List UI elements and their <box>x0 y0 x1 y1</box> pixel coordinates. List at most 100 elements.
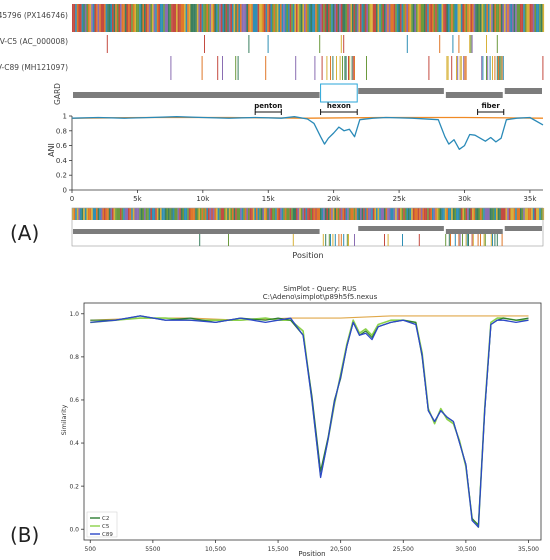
overview-bar <box>150 208 153 220</box>
sequence-bar <box>452 4 455 32</box>
overview-bar <box>358 208 361 220</box>
overview-bar <box>174 208 177 220</box>
overview-bar <box>185 208 188 220</box>
sequence-bar <box>156 4 159 32</box>
x-tick-label: 15k <box>262 195 276 203</box>
sequence-bar <box>392 4 394 32</box>
sequence-bar <box>193 4 196 32</box>
overview-bar <box>241 208 244 220</box>
overview-bar <box>412 208 415 220</box>
overview-tick <box>477 234 479 246</box>
overview-tick <box>466 234 468 246</box>
sequence-bar <box>240 4 242 32</box>
overview-bar <box>521 208 524 220</box>
sequence-bar <box>144 4 146 32</box>
sequence-bar <box>219 4 221 32</box>
overview-bar <box>380 208 383 220</box>
variant-tick <box>487 56 489 80</box>
overview-bar <box>289 208 292 220</box>
sequence-bar <box>524 4 527 32</box>
overview-bar <box>441 208 444 220</box>
overview-bar <box>457 208 460 220</box>
overview-tick <box>343 234 345 246</box>
overview-bar <box>337 208 340 220</box>
variant-tick <box>222 56 223 80</box>
overview-gard-segment <box>445 229 503 234</box>
overview-bar <box>318 208 321 220</box>
sequence-bar <box>260 4 263 32</box>
overview-tick <box>458 234 460 246</box>
overview-bar <box>113 208 116 220</box>
overview-tick <box>494 234 496 246</box>
overview-bar <box>168 208 170 220</box>
sequence-bar <box>454 4 457 32</box>
sequence-bar <box>267 4 269 32</box>
sequence-bar <box>321 4 324 32</box>
sequence-bar <box>489 4 492 32</box>
simplot-title: SimPlot - Query: RUS <box>283 285 357 293</box>
overview-bar <box>344 208 346 220</box>
sequence-bar <box>457 4 460 32</box>
overview-bar <box>356 208 359 220</box>
sequence-bar <box>430 4 433 32</box>
sequence-bar <box>134 4 137 32</box>
variant-tick <box>451 56 453 80</box>
sequence-bar <box>188 4 191 32</box>
sequence-bar <box>177 4 180 32</box>
variant-tick <box>336 56 337 80</box>
sequence-bar <box>249 4 252 32</box>
sequence-bar <box>259 4 261 32</box>
overview-bar <box>281 208 284 220</box>
sequence-bar <box>204 4 207 32</box>
overview-bar <box>102 208 105 220</box>
overview-bar <box>459 208 461 220</box>
overview-tick <box>484 234 486 246</box>
overview-gard-segment <box>358 226 444 231</box>
overview-tick <box>292 234 294 246</box>
sequence-bar <box>316 4 319 32</box>
overview-bar <box>260 208 263 220</box>
overview-bar <box>163 208 165 220</box>
sequence-bar <box>203 4 205 32</box>
track-label-query: MH145796 (PX146746) <box>0 11 68 20</box>
overview-bar <box>81 208 84 220</box>
sequence-bar <box>360 4 362 32</box>
c5-similarity-line <box>90 317 529 528</box>
ani-y-label: ANI <box>47 143 56 157</box>
overview-bar <box>211 208 213 220</box>
overview-bar <box>420 208 423 220</box>
overview-bar <box>532 208 535 220</box>
overview-bar <box>449 208 452 220</box>
overview-bar <box>251 208 253 220</box>
overview-bar <box>160 208 162 220</box>
variant-tick <box>456 56 457 80</box>
overview-bar <box>129 208 132 220</box>
overview-tick <box>338 234 340 246</box>
overview-bar <box>387 208 389 220</box>
variant-tick <box>542 56 544 80</box>
overview-bar <box>286 208 289 220</box>
overview-bar <box>193 208 196 220</box>
variant-tick <box>295 56 297 80</box>
overview-bar <box>118 208 121 220</box>
overview-bar <box>182 208 185 220</box>
sequence-bar <box>302 4 305 32</box>
sequence-tracks <box>72 4 545 80</box>
sequence-bar <box>529 4 532 32</box>
variant-tick <box>486 56 487 80</box>
sequence-bar <box>209 4 212 32</box>
sequence-bar <box>422 4 425 32</box>
sequence-bar <box>192 4 194 32</box>
variant-tick <box>457 56 459 80</box>
sequence-bar <box>395 4 397 32</box>
sequence-bar <box>444 4 447 32</box>
sequence-bar <box>294 4 297 32</box>
overview-bar <box>529 208 532 220</box>
overview-bar <box>534 208 537 220</box>
sequence-bar <box>376 4 378 32</box>
sequence-bar <box>387 4 389 32</box>
sequence-bar <box>516 4 519 32</box>
overview-bar <box>361 208 364 220</box>
overview-bar <box>145 208 148 220</box>
variant-tick <box>494 56 496 80</box>
